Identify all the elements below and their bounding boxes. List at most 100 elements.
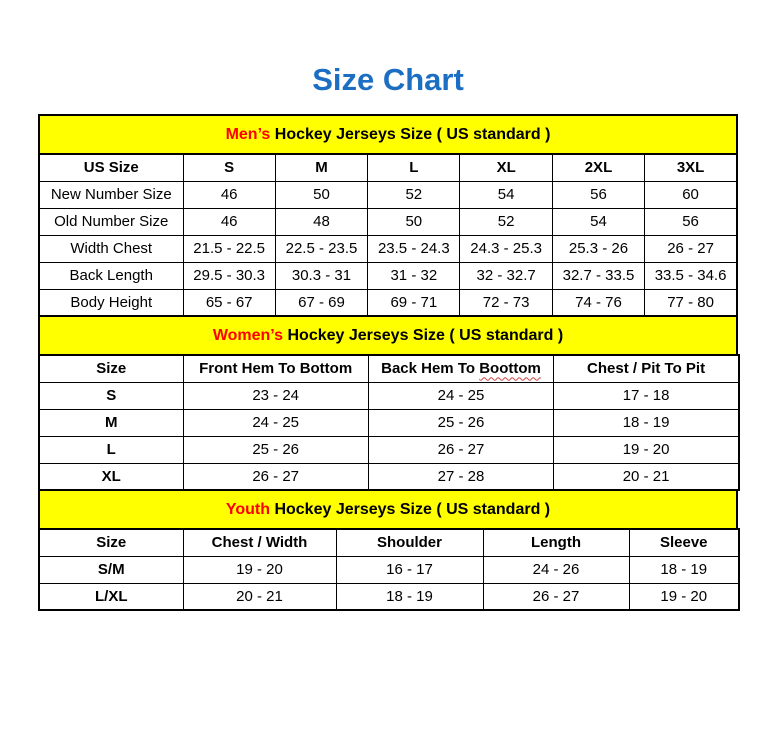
value-cell: 46 [182, 180, 276, 209]
value-cell: 69 - 71 [367, 288, 461, 317]
value-cell: 18 - 19 [553, 408, 740, 437]
value-cell: 24 - 26 [482, 555, 630, 584]
table-row: Body Height 65 - 67 67 - 69 69 - 71 72 -… [38, 288, 738, 317]
value-cell: 60 [644, 180, 738, 209]
mens-section: Men’s Hockey Jerseys Size ( US standard … [38, 114, 738, 317]
womens-banner-rest: Hockey Jerseys Size ( US standard ) [283, 326, 564, 344]
value-cell: 24.3 - 25.3 [459, 234, 553, 263]
value-cell: 22.5 - 23.5 [274, 234, 369, 263]
value-cell: 24 - 25 [182, 408, 369, 437]
mens-banner-highlight: Men’s [225, 125, 271, 143]
row-label-cell: XL [38, 462, 184, 491]
row-label-cell: L/XL [38, 582, 184, 611]
value-cell: 18 - 19 [335, 582, 484, 611]
mens-banner-rest: Hockey Jerseys Size ( US standard ) [270, 125, 551, 143]
table-row: New Number Size 46 50 52 54 56 60 [38, 180, 738, 209]
value-cell: 20 - 21 [553, 462, 740, 491]
value-cell: 32.7 - 33.5 [551, 261, 646, 290]
value-cell: 24 - 25 [367, 381, 555, 410]
header-cell: Sleeve [628, 528, 740, 557]
value-cell: 21.5 - 22.5 [182, 234, 276, 263]
header-cell: S [182, 153, 276, 182]
row-label-cell: L [38, 435, 184, 464]
value-cell: 27 - 28 [367, 462, 555, 491]
value-cell: 77 - 80 [644, 288, 738, 317]
value-cell: 46 [182, 207, 276, 236]
womens-section: Women’s Hockey Jerseys Size ( US standar… [38, 315, 740, 491]
value-cell: 26 - 27 [644, 234, 738, 263]
mens-header-row: US Size S M L XL 2XL 3XL [38, 153, 738, 182]
header-cell-text: Back Hem To [381, 360, 480, 378]
header-cell: Front Hem To Bottom [182, 354, 369, 383]
size-chart-tables: Men’s Hockey Jerseys Size ( US standard … [38, 114, 740, 611]
table-row: Width Chest 21.5 - 22.5 22.5 - 23.5 23.5… [38, 234, 738, 263]
header-cell: 3XL [644, 153, 738, 182]
row-label-cell: S/M [38, 555, 184, 584]
womens-section-banner: Women’s Hockey Jerseys Size ( US standar… [38, 315, 738, 356]
header-cell: Size [38, 528, 184, 557]
header-cell: Size [38, 354, 184, 383]
value-cell: 20 - 21 [182, 582, 337, 611]
misspelled-word: Boottom [479, 360, 541, 378]
header-cell: M [274, 153, 369, 182]
value-cell: 74 - 76 [551, 288, 646, 317]
womens-banner-highlight: Women’s [212, 326, 284, 344]
value-cell: 25 - 26 [367, 408, 555, 437]
row-label-cell: Body Height [38, 288, 184, 317]
header-cell: US Size [38, 153, 184, 182]
youth-banner-rest: Hockey Jerseys Size ( US standard ) [270, 500, 551, 518]
youth-banner-text: Youth Hockey Jerseys Size ( US standard … [226, 501, 550, 519]
womens-header-row: Size Front Hem To Bottom Back Hem To Boo… [38, 354, 740, 383]
youth-section-banner: Youth Hockey Jerseys Size ( US standard … [38, 489, 738, 530]
value-cell: 19 - 20 [182, 555, 337, 584]
youth-size-table: Size Chest / Width Shoulder Length Sleev… [38, 528, 740, 611]
value-cell: 31 - 32 [367, 261, 461, 290]
value-cell: 26 - 27 [182, 462, 369, 491]
header-cell: Back Hem To Boottom [367, 354, 555, 383]
value-cell: 23 - 24 [182, 381, 369, 410]
value-cell: 25 - 26 [182, 435, 369, 464]
row-label-cell: S [38, 381, 184, 410]
table-row: M 24 - 25 25 - 26 18 - 19 [38, 408, 740, 437]
value-cell: 26 - 27 [482, 582, 630, 611]
value-cell: 52 [367, 180, 461, 209]
page-title: Size Chart [312, 62, 464, 97]
youth-header-row: Size Chest / Width Shoulder Length Sleev… [38, 528, 740, 557]
header-cell: Length [482, 528, 630, 557]
table-row: S 23 - 24 24 - 25 17 - 18 [38, 381, 740, 410]
value-cell: 19 - 20 [553, 435, 740, 464]
value-cell: 19 - 20 [628, 582, 740, 611]
row-label-cell: Back Length [38, 261, 184, 290]
table-row: XL 26 - 27 27 - 28 20 - 21 [38, 462, 740, 491]
row-label-cell: M [38, 408, 184, 437]
mens-banner-text: Men’s Hockey Jerseys Size ( US standard … [226, 126, 551, 144]
value-cell: 50 [274, 180, 369, 209]
value-cell: 17 - 18 [553, 381, 740, 410]
size-chart-page: Size Chart Men’s Hockey Jerseys Size ( U… [0, 62, 776, 754]
value-cell: 56 [551, 180, 646, 209]
womens-size-table: Size Front Hem To Bottom Back Hem To Boo… [38, 354, 740, 491]
value-cell: 25.3 - 26 [551, 234, 646, 263]
header-cell: XL [459, 153, 553, 182]
value-cell: 56 [644, 207, 738, 236]
header-cell: L [367, 153, 461, 182]
row-label-cell: Width Chest [38, 234, 184, 263]
mens-size-table: US Size S M L XL 2XL 3XL New Number Size… [38, 153, 738, 317]
table-row: Old Number Size 46 48 50 52 54 56 [38, 207, 738, 236]
table-row: L 25 - 26 26 - 27 19 - 20 [38, 435, 740, 464]
value-cell: 52 [459, 207, 553, 236]
value-cell: 23.5 - 24.3 [367, 234, 461, 263]
header-cell: 2XL [551, 153, 646, 182]
value-cell: 32 - 32.7 [459, 261, 553, 290]
value-cell: 16 - 17 [335, 555, 484, 584]
youth-banner-highlight: Youth [225, 500, 270, 518]
value-cell: 29.5 - 30.3 [182, 261, 276, 290]
value-cell: 26 - 27 [367, 435, 555, 464]
value-cell: 48 [274, 207, 369, 236]
value-cell: 33.5 - 34.6 [644, 261, 738, 290]
table-row: L/XL 20 - 21 18 - 19 26 - 27 19 - 20 [38, 582, 740, 611]
table-row: S/M 19 - 20 16 - 17 24 - 26 18 - 19 [38, 555, 740, 584]
value-cell: 50 [367, 207, 461, 236]
value-cell: 18 - 19 [628, 555, 740, 584]
womens-banner-text: Women’s Hockey Jerseys Size ( US standar… [213, 327, 563, 345]
